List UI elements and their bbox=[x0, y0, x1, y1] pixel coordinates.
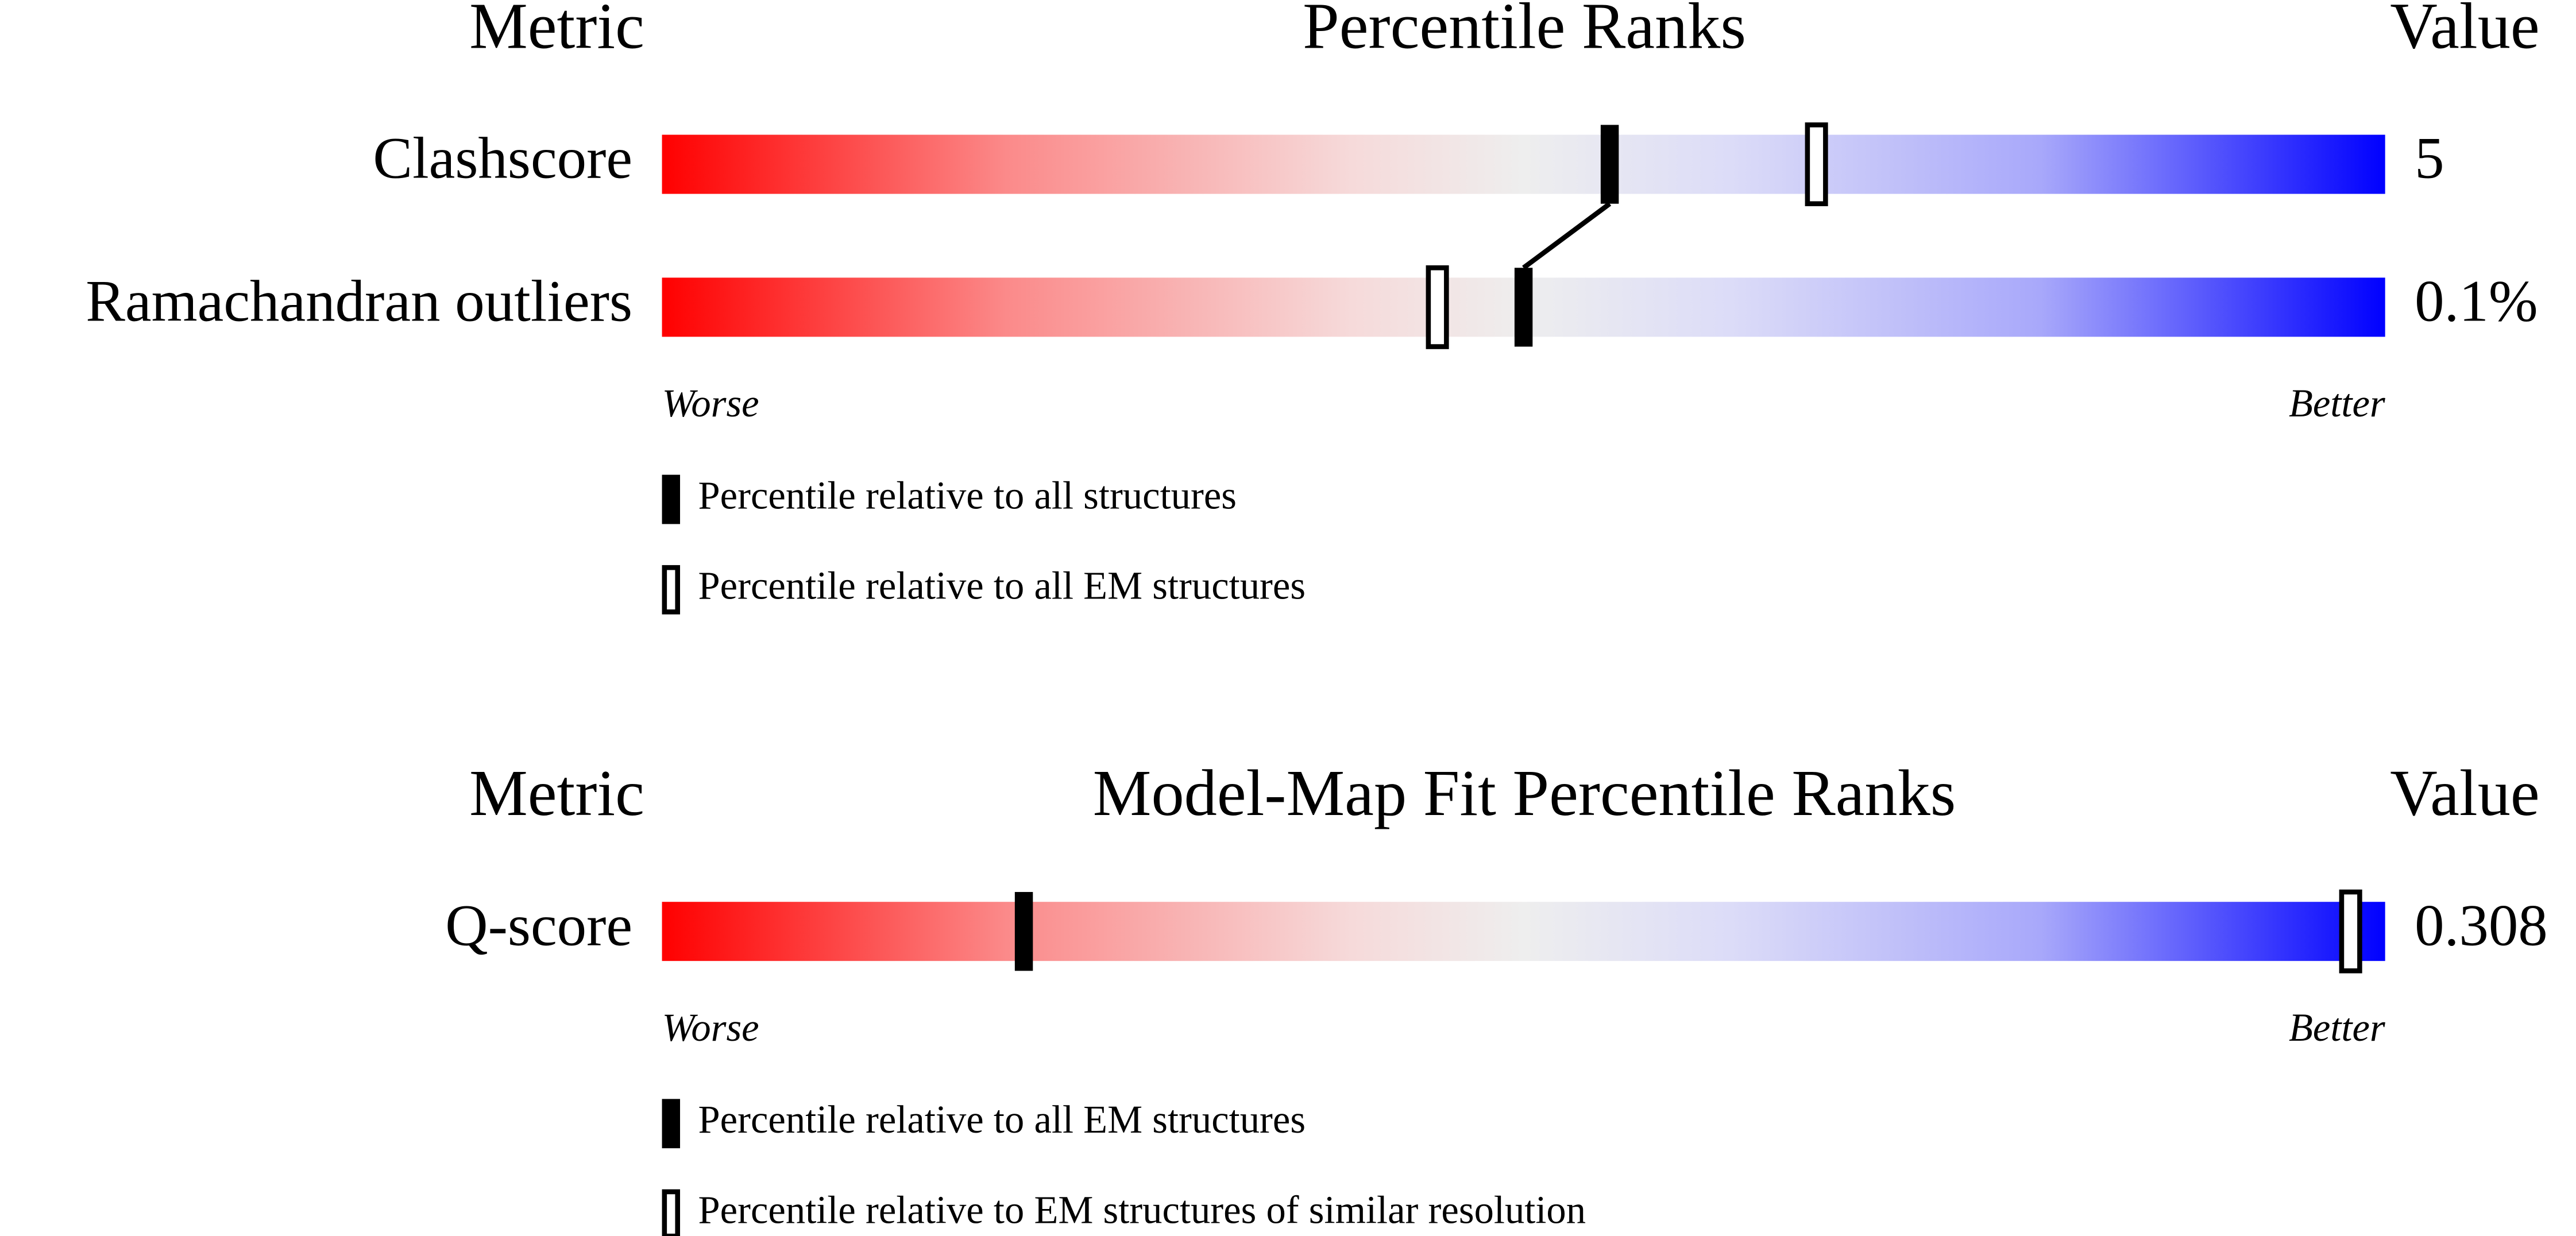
value-header: Value bbox=[2390, 756, 2539, 829]
marker-open bbox=[2339, 889, 2362, 974]
legend-label: Percentile relative to EM structures of … bbox=[698, 1188, 1586, 1231]
legend-swatch bbox=[662, 1189, 681, 1236]
marker-open bbox=[1426, 265, 1449, 349]
legend-swatch bbox=[662, 474, 681, 524]
metric-value: 0.1% bbox=[2415, 269, 2538, 334]
metric-header: Metric bbox=[469, 756, 644, 829]
percentile-bar bbox=[662, 134, 2385, 194]
better-label: Better bbox=[2289, 1006, 2385, 1049]
metric-label: Q-score bbox=[445, 893, 632, 958]
legend-label: Percentile relative to all EM structures bbox=[698, 564, 1306, 608]
chart-title: Percentile Ranks bbox=[1303, 0, 1746, 63]
legend-swatch bbox=[662, 1099, 681, 1149]
metric-header: Metric bbox=[469, 0, 644, 63]
chart-title: Model-Map Fit Percentile Ranks bbox=[1093, 756, 1956, 829]
better-label: Better bbox=[2289, 381, 2385, 425]
marker-open bbox=[1805, 122, 1828, 207]
legend-label: Percentile relative to all EM structures bbox=[698, 1098, 1306, 1141]
metric-value: 5 bbox=[2415, 126, 2444, 191]
metric-label: Ramachandran outliers bbox=[86, 269, 632, 334]
marker-filled bbox=[1600, 125, 1619, 204]
marker-filled bbox=[1014, 892, 1033, 971]
marker-filled bbox=[1514, 268, 1533, 347]
legend-label: Percentile relative to all structures bbox=[698, 473, 1236, 517]
value-header: Value bbox=[2390, 0, 2539, 63]
worse-label: Worse bbox=[662, 1006, 759, 1049]
metric-label: Clashscore bbox=[373, 126, 632, 191]
legend-swatch bbox=[662, 565, 681, 615]
marker-connector bbox=[1522, 202, 1612, 270]
metric-value: 0.308 bbox=[2415, 893, 2548, 958]
worse-label: Worse bbox=[662, 381, 759, 425]
percentile-bar bbox=[662, 902, 2385, 961]
